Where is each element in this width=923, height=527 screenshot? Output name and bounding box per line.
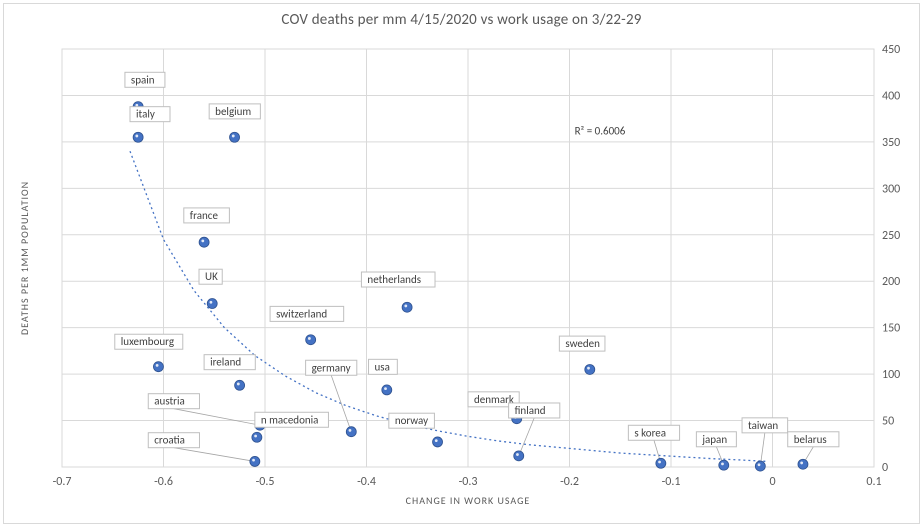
chart-container: COV deaths per mm 4/15/2020 vs work usag… — [3, 3, 920, 524]
point-label: netherlands — [367, 273, 421, 286]
svg-text:-0.1: -0.1 — [662, 475, 681, 489]
point-label: italy — [136, 108, 155, 121]
point-label: s korea — [634, 426, 666, 439]
data-point — [207, 299, 217, 309]
svg-text:0: 0 — [769, 475, 775, 489]
point-label: croatia — [154, 434, 185, 447]
point-label: luxembourg — [121, 335, 174, 348]
svg-text:300: 300 — [882, 182, 900, 196]
point-label: belarus — [794, 433, 827, 446]
svg-text:-0.4: -0.4 — [357, 475, 376, 489]
svg-text:350: 350 — [882, 136, 900, 150]
data-point — [306, 335, 316, 345]
r-squared-label: R² = 0.6006 — [575, 124, 626, 137]
data-point — [252, 432, 262, 442]
svg-text:50: 50 — [882, 415, 894, 429]
svg-text:-0.3: -0.3 — [459, 475, 478, 489]
point-label: austria — [154, 395, 185, 408]
point-label: sweden — [565, 337, 600, 350]
data-point — [402, 302, 412, 312]
y-axis-label: DEATHS PER 1MM POPULATION — [18, 181, 31, 335]
point-label: norway — [395, 414, 428, 427]
scatter-plot: 0 50 100 150 200 250 300 350 400 450 -0.7 -0.6 -0.5 -… — [4, 29, 919, 520]
point-label: UK — [205, 270, 218, 283]
data-point — [230, 132, 240, 142]
point-label: usa — [375, 360, 390, 373]
point-label: ireland — [210, 356, 241, 369]
svg-text:100: 100 — [882, 368, 900, 382]
trendline — [130, 151, 767, 461]
data-point — [719, 460, 729, 470]
data-point — [433, 437, 443, 447]
svg-text:200: 200 — [882, 275, 900, 289]
point-label: germany — [312, 361, 351, 374]
svg-text:-0.7: -0.7 — [53, 475, 72, 489]
data-point — [250, 456, 260, 466]
point-label: finland — [515, 404, 546, 417]
data-point — [382, 385, 392, 395]
data-point — [585, 364, 595, 374]
data-point — [199, 237, 209, 247]
svg-text:400: 400 — [882, 89, 900, 103]
svg-text:450: 450 — [882, 43, 900, 57]
point-label: switzerland — [276, 307, 327, 320]
data-point — [514, 451, 524, 461]
data-point — [346, 427, 356, 437]
point-label: belgium — [215, 105, 251, 118]
data-point — [133, 132, 143, 142]
svg-text:150: 150 — [882, 322, 900, 336]
x-axis-label: CHANGE IN WORK USAGE — [406, 494, 531, 507]
point-label: france — [190, 209, 219, 222]
data-point — [656, 458, 666, 468]
data-point — [798, 459, 808, 469]
point-label: n macedonia — [261, 413, 319, 426]
svg-text:-0.2: -0.2 — [560, 475, 579, 489]
chart-title: COV deaths per mm 4/15/2020 vs work usag… — [4, 4, 919, 29]
point-label: japan — [701, 433, 727, 446]
point-label: denmark — [474, 393, 514, 406]
point-label: taiwan — [748, 419, 778, 432]
data-point — [755, 461, 765, 471]
svg-text:-0.6: -0.6 — [154, 475, 173, 489]
svg-text:0: 0 — [882, 461, 888, 475]
data-point — [153, 362, 163, 372]
svg-text:0.1: 0.1 — [866, 475, 881, 489]
point-label: spain — [131, 73, 155, 86]
svg-text:-0.5: -0.5 — [256, 475, 275, 489]
svg-text:250: 250 — [882, 229, 900, 243]
data-point — [235, 380, 245, 390]
